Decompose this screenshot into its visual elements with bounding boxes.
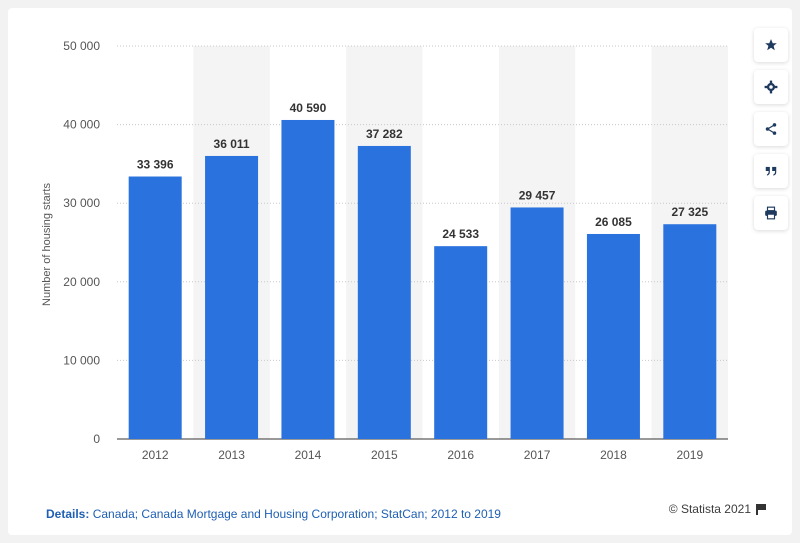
print-icon [765, 206, 777, 220]
y-tick-label: 20 000 [63, 275, 100, 289]
share-icon [765, 123, 777, 135]
quote-icon [765, 166, 777, 176]
data-label: 37 282 [366, 127, 403, 141]
x-tick-label: 2015 [371, 448, 398, 462]
x-tick-label: 2019 [676, 448, 703, 462]
y-tick-label: 30 000 [63, 196, 100, 210]
x-tick-label: 2014 [295, 448, 322, 462]
bar [357, 145, 411, 439]
chart-card: 0 10 000 20 000 30 000 40 000 50 000 33 396 201… [8, 8, 792, 535]
copyright-text: © Statista 2021 [668, 502, 751, 516]
favorite-button[interactable] [754, 28, 788, 62]
bar [586, 233, 640, 439]
bar [281, 119, 335, 440]
settings-button[interactable] [754, 70, 788, 104]
data-label: 33 396 [137, 158, 174, 172]
details-text[interactable]: Canada; Canada Mortgage and Housing Corp… [92, 507, 501, 521]
bar [205, 155, 259, 439]
bar [128, 176, 182, 439]
x-tick-label: 2016 [447, 448, 474, 462]
toolbar-sidebar [754, 28, 788, 230]
print-button[interactable] [754, 196, 788, 230]
cite-button[interactable] [754, 154, 788, 188]
bar [434, 246, 488, 439]
copyright[interactable]: © Statista 2021 [669, 502, 766, 516]
bar [663, 224, 717, 439]
y-tick-label: 0 [93, 432, 100, 446]
source-details: Details: Canada; Canada Mortgage and Hou… [46, 507, 501, 521]
y-tick-label: 50 000 [63, 39, 100, 53]
share-button[interactable] [754, 112, 788, 146]
data-label: 26 085 [595, 215, 632, 229]
x-tick-label: 2013 [218, 448, 245, 462]
data-label: 40 590 [290, 101, 327, 115]
y-tick-label: 10 000 [63, 353, 100, 367]
data-label: 36 011 [214, 137, 250, 151]
bar [510, 207, 564, 439]
star-icon [765, 39, 777, 51]
bar-chart: 0 10 000 20 000 30 000 40 000 50 000 33 396 201… [41, 39, 728, 462]
gear-icon [764, 80, 778, 94]
x-tick-label: 2018 [600, 448, 627, 462]
y-tick-label: 40 000 [63, 118, 100, 132]
data-label: 24 533 [442, 227, 479, 241]
x-tick-label: 2017 [524, 448, 551, 462]
y-axis-title: Number of housing starts [41, 183, 53, 306]
x-tick-label: 2012 [142, 448, 169, 462]
flag-icon [756, 503, 766, 515]
details-label: Details: [46, 507, 90, 521]
data-label: 29 457 [519, 188, 556, 202]
data-label: 27 325 [671, 205, 708, 219]
